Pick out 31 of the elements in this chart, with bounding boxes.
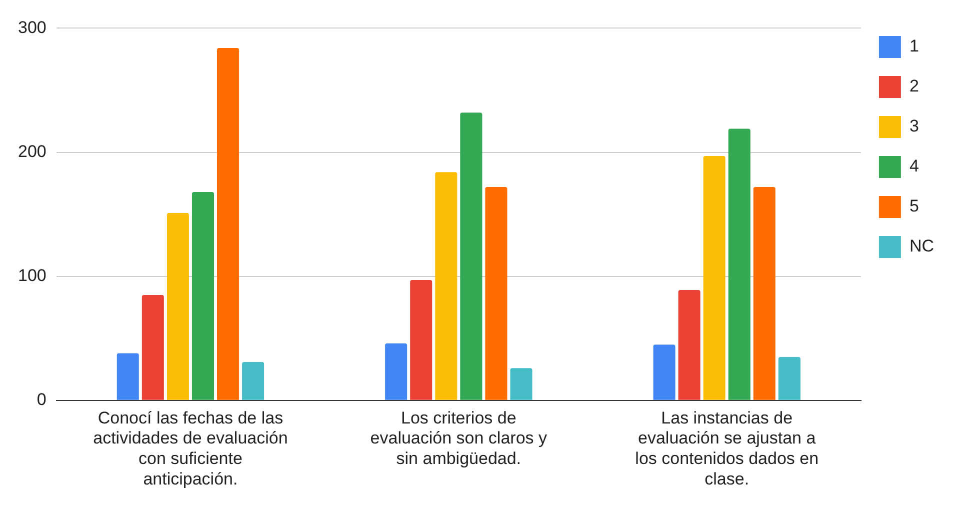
bar: [410, 280, 432, 400]
y-tick-label: 100: [18, 266, 46, 286]
y-tick-label: 200: [18, 142, 46, 161]
bar: [385, 343, 408, 400]
bar: [166, 213, 189, 400]
bar: [460, 112, 482, 400]
bar: [142, 294, 164, 400]
bar: [192, 192, 214, 400]
legend-label: 4: [909, 156, 919, 176]
y-tick-label: 0: [36, 390, 46, 410]
legend-label: 1: [909, 36, 919, 56]
bar: [435, 172, 458, 400]
legend-label: 2: [909, 76, 919, 96]
y-tick-label: 300: [18, 18, 46, 37]
bar: [703, 156, 726, 400]
bar: [510, 368, 532, 400]
bar: [216, 48, 240, 400]
bar: [242, 362, 264, 400]
legend-label: NC: [909, 236, 934, 256]
legend-label: 5: [909, 196, 919, 216]
bar: [485, 187, 508, 400]
legend-label: 3: [909, 116, 919, 136]
bar: [653, 344, 676, 400]
bar: [778, 356, 800, 400]
bar: [116, 353, 139, 400]
x-tick-label: Las instancias de evaluación se ajustan a los contenidos dados en clase.: [635, 408, 819, 488]
x-tick-label: Conocí las fechas de las actividades de evaluación con suficiente anticipación.: [93, 408, 288, 488]
bar: [728, 128, 750, 400]
bar: [678, 290, 700, 400]
bar: [753, 187, 776, 400]
x-tick-label: Los criterios de evaluación son claros y sin ambigüedad.: [370, 408, 548, 468]
